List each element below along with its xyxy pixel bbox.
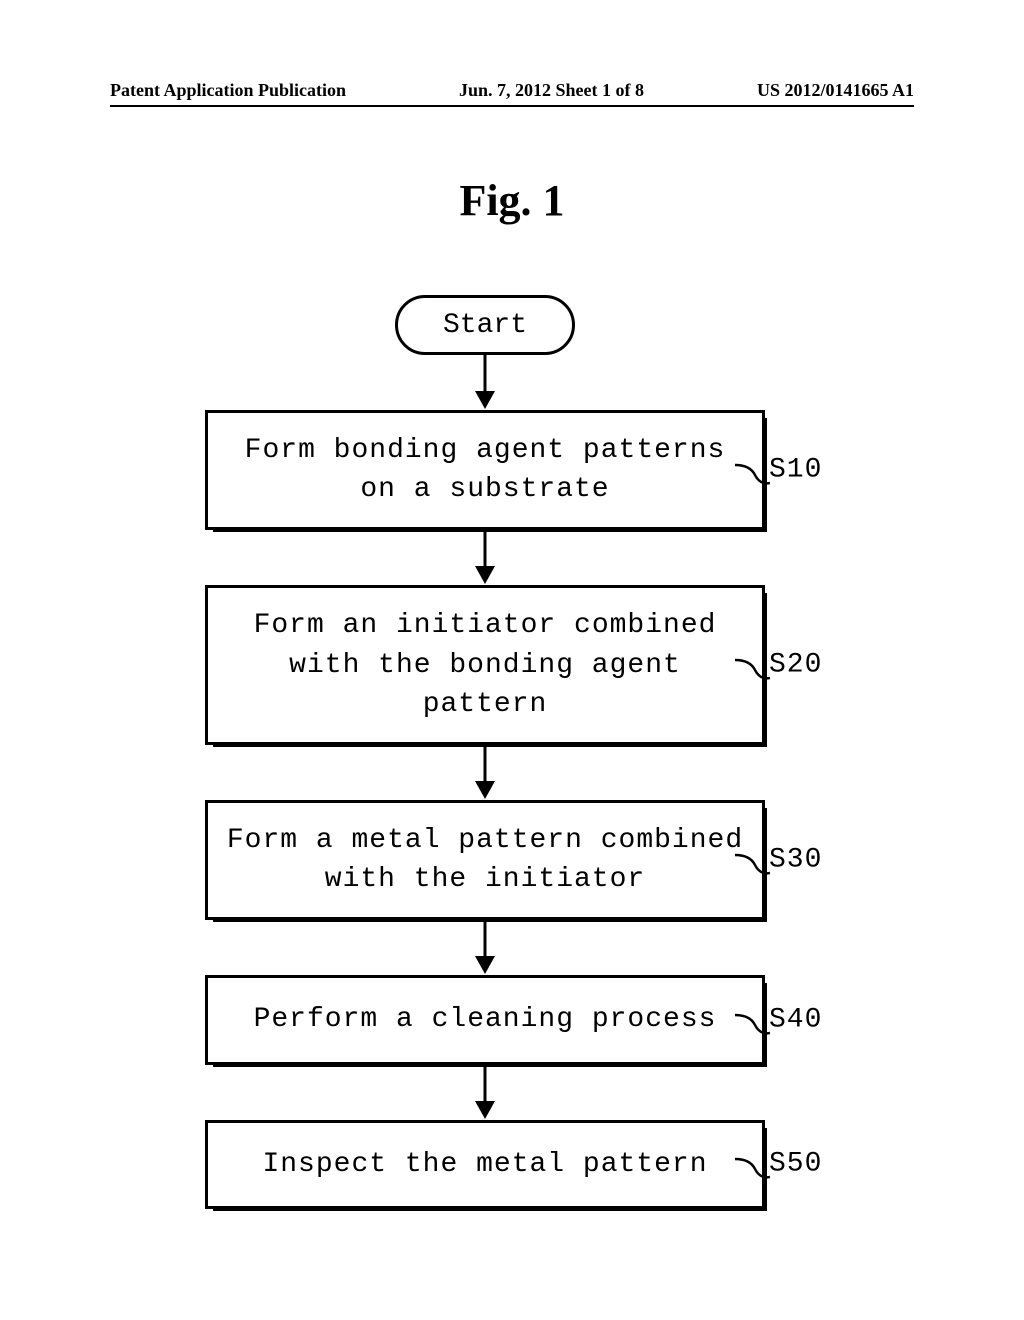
step-line-1: Form a metal pattern combined bbox=[227, 821, 743, 860]
step-label-s30: S30 bbox=[769, 845, 822, 876]
connector-s10 bbox=[735, 455, 770, 485]
start-label: Start bbox=[443, 310, 527, 341]
step-line-1: Form bonding agent patterns bbox=[245, 431, 726, 470]
process-box-s30: Form a metal pattern combined with the i… bbox=[205, 800, 765, 920]
step-line-1: Inspect the metal pattern bbox=[262, 1145, 707, 1184]
connector-s50 bbox=[735, 1149, 770, 1179]
step-s10: Form bonding agent patterns on a substra… bbox=[170, 410, 870, 530]
arrow-1 bbox=[170, 530, 870, 585]
start-node: Start bbox=[395, 295, 575, 355]
step-label-s20: S20 bbox=[769, 650, 822, 681]
step-s20: Form an initiator combined with the bond… bbox=[170, 585, 870, 745]
step-line-2: with the bonding agent pattern bbox=[218, 646, 752, 724]
connector-s30 bbox=[735, 845, 770, 875]
arrow-2 bbox=[170, 745, 870, 800]
step-line-2: with the initiator bbox=[325, 860, 645, 899]
process-box-s40: Perform a cleaning process bbox=[205, 975, 765, 1064]
step-label-s40: S40 bbox=[769, 1004, 822, 1035]
header-date-sheet: Jun. 7, 2012 Sheet 1 of 8 bbox=[459, 80, 644, 101]
header-patent-number: US 2012/0141665 A1 bbox=[757, 80, 914, 101]
step-s50: Inspect the metal pattern S50 bbox=[170, 1120, 870, 1209]
process-box-s20: Form an initiator combined with the bond… bbox=[205, 585, 765, 745]
step-line-1: Perform a cleaning process bbox=[254, 1000, 717, 1039]
step-label-s10: S10 bbox=[769, 455, 822, 486]
header-divider bbox=[110, 105, 914, 107]
flowchart: Start Form bonding agent patterns on a s… bbox=[170, 295, 870, 1209]
connector-s20 bbox=[735, 650, 770, 680]
step-s40: Perform a cleaning process S40 bbox=[170, 975, 870, 1064]
figure-title: Fig. 1 bbox=[0, 175, 1024, 226]
step-label-s50: S50 bbox=[769, 1149, 822, 1180]
step-s30: Form a metal pattern combined with the i… bbox=[170, 800, 870, 920]
step-line-1: Form an initiator combined bbox=[254, 606, 717, 645]
arrow-0 bbox=[170, 355, 870, 410]
header-publication: Patent Application Publication bbox=[110, 80, 346, 101]
page-header: Patent Application Publication Jun. 7, 2… bbox=[0, 80, 1024, 101]
arrow-4 bbox=[170, 1065, 870, 1120]
arrow-3 bbox=[170, 920, 870, 975]
process-box-s50: Inspect the metal pattern bbox=[205, 1120, 765, 1209]
step-line-2: on a substrate bbox=[360, 470, 609, 509]
process-box-s10: Form bonding agent patterns on a substra… bbox=[205, 410, 765, 530]
connector-s40 bbox=[735, 1005, 770, 1035]
